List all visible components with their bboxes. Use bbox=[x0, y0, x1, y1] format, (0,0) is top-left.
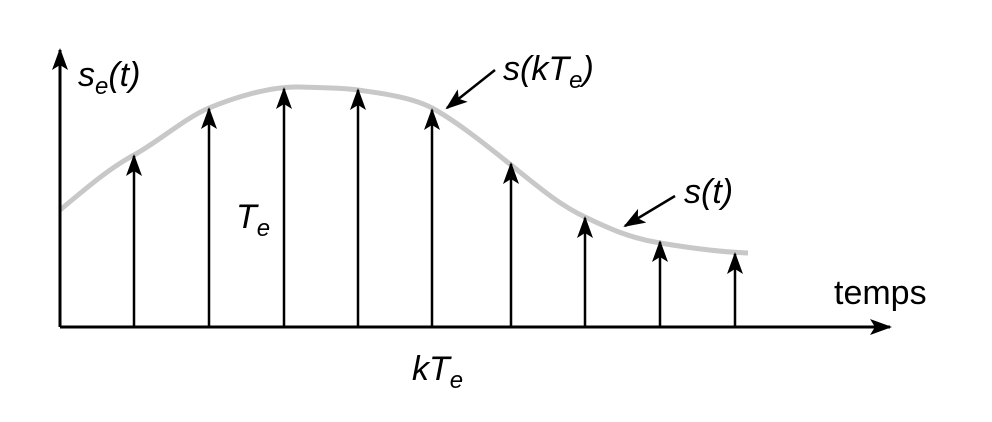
label-part: T bbox=[236, 198, 259, 236]
samples-label: s(kTe) bbox=[503, 50, 594, 94]
label-subscript: e bbox=[450, 367, 463, 394]
label-part: s bbox=[78, 56, 95, 94]
label-part: s(kT bbox=[503, 50, 571, 88]
label-part: (t) bbox=[108, 56, 140, 94]
samples bbox=[126, 87, 743, 327]
signal-curve bbox=[58, 84, 749, 256]
label-subscript: e bbox=[95, 73, 108, 100]
label-subscript: e bbox=[257, 215, 270, 242]
label-subscript: e bbox=[569, 67, 582, 94]
sample-time-label: kTe bbox=[412, 350, 463, 394]
pointer-arrow bbox=[445, 69, 496, 110]
label-part: ) bbox=[578, 50, 593, 88]
label-part: kT bbox=[412, 350, 452, 388]
x-axis-label: temps bbox=[834, 274, 927, 312]
period-label: Te bbox=[236, 198, 270, 242]
pointer-arrow bbox=[623, 194, 676, 228]
y-axis-label: se(t) bbox=[78, 56, 140, 100]
signal-label: s(t) bbox=[684, 173, 733, 211]
